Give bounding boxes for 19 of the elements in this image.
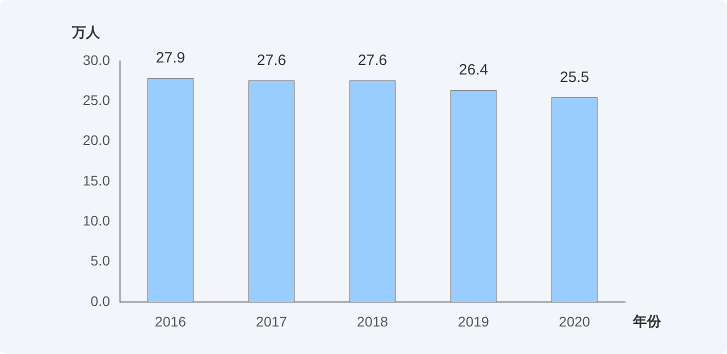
data-label: 25.5 (560, 68, 590, 86)
y-tick-label: 10.0 (82, 212, 110, 229)
y-tick-label: 15.0 (82, 172, 110, 188)
data-label: 27.6 (256, 52, 286, 69)
x-tick-label: 2019 (458, 313, 490, 330)
x-axis-title: 年份 (632, 312, 662, 329)
y-tick-label: 30.0 (82, 52, 110, 68)
data-label: 27.6 (358, 52, 388, 69)
y-tick-label: 5.0 (90, 252, 110, 269)
y-axis-title: 万人 (71, 24, 101, 40)
x-tick-label: 2016 (154, 313, 186, 330)
x-tick-label: 2020 (558, 313, 590, 330)
y-tick-label: 25.0 (82, 92, 110, 108)
x-tick-label: 2017 (256, 313, 288, 330)
data-label: 26.4 (458, 62, 488, 79)
y-tick-label: 0.0 (90, 292, 110, 309)
data-label: 27.9 (156, 50, 186, 67)
y-tick-label: 20.0 (82, 132, 110, 148)
x-tick-label: 2018 (356, 313, 388, 330)
